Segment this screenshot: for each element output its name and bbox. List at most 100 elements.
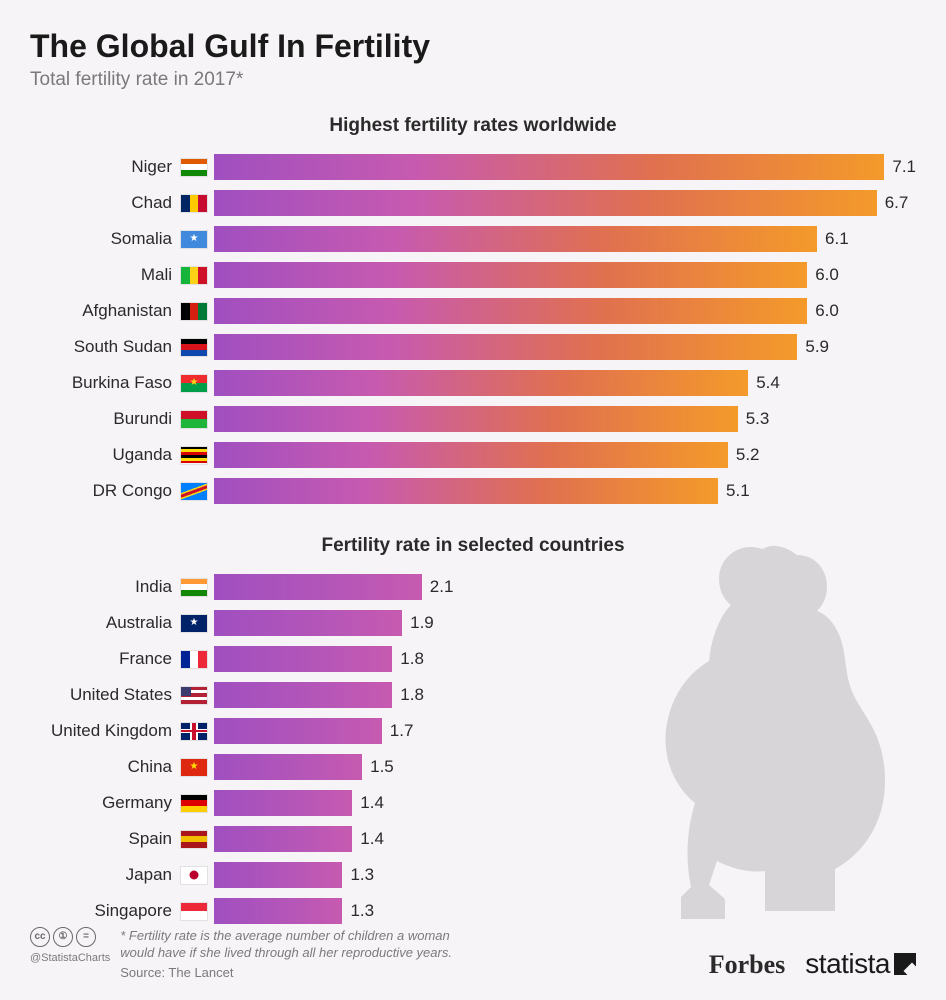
section2-title: Fertility rate in selected countries	[30, 535, 916, 557]
bar-label: Singapore	[30, 901, 180, 921]
flag-icon	[180, 194, 208, 213]
bar-value: 5.4	[756, 373, 780, 393]
flag-icon: ★	[180, 374, 208, 393]
bar-row: Japan 1.3	[30, 859, 916, 891]
bar-label: Somalia	[30, 229, 180, 249]
bar-value: 1.3	[350, 901, 374, 921]
bar	[214, 610, 402, 636]
bar-value: 1.3	[350, 865, 374, 885]
bar	[214, 334, 797, 360]
bar-label: Spain	[30, 829, 180, 849]
statista-logo: statista	[805, 948, 916, 980]
bar	[214, 442, 728, 468]
bar-row: Afghanistan6.0	[30, 295, 916, 327]
bar	[214, 754, 362, 780]
bar-label: France	[30, 649, 180, 669]
bar	[214, 574, 422, 600]
section1-title: Highest fertility rates worldwide	[30, 115, 916, 137]
bar-row: South Sudan 5.9	[30, 331, 916, 363]
flag-icon	[180, 866, 208, 885]
bar-value: 5.9	[805, 337, 829, 357]
chart-selected: Fertility rate in selected countries Ind…	[30, 535, 916, 927]
bar-value: 5.1	[726, 481, 750, 501]
bar-row: Uganda5.2	[30, 439, 916, 471]
bar	[214, 682, 392, 708]
flag-icon: ★	[180, 230, 208, 249]
bar-value: 1.4	[360, 829, 384, 849]
bar-row: Chad 6.7	[30, 187, 916, 219]
flag-icon	[180, 338, 208, 357]
bar-row: United Kingdom 1.7	[30, 715, 916, 747]
bar-row: United States1.8	[30, 679, 916, 711]
bar-row: Singapore 1.3	[30, 895, 916, 927]
bar	[214, 154, 884, 180]
bar-value: 1.7	[390, 721, 414, 741]
bar-value: 5.2	[736, 445, 760, 465]
bar-row: DR Congo5.1	[30, 475, 916, 507]
flag-icon	[180, 902, 208, 921]
bar-label: Burkina Faso	[30, 373, 180, 393]
by-icon: ①	[53, 927, 73, 947]
bar-row: Burundi 5.3	[30, 403, 916, 435]
flag-icon	[180, 302, 208, 321]
bar-label: United Kingdom	[30, 721, 180, 741]
flag-icon	[180, 722, 208, 741]
bar	[214, 898, 342, 924]
bar-value: 1.8	[400, 649, 424, 669]
bar-value: 1.5	[370, 757, 394, 777]
bar-value: 6.0	[815, 265, 839, 285]
bar-label: Mali	[30, 265, 180, 285]
flag-icon	[180, 158, 208, 177]
flag-icon	[180, 830, 208, 849]
bar	[214, 646, 392, 672]
cc-license-icons: cc ① = @StatistaCharts	[30, 927, 110, 964]
cc-handle: @StatistaCharts	[30, 952, 110, 964]
bar-label: Japan	[30, 865, 180, 885]
bar-label: South Sudan	[30, 337, 180, 357]
bar-row: China★ 1.5	[30, 751, 916, 783]
flag-icon: ★	[180, 758, 208, 777]
bar-label: Germany	[30, 793, 180, 813]
bar-label: China	[30, 757, 180, 777]
bar-row: Mali 6.0	[30, 259, 916, 291]
bar-value: 2.1	[430, 577, 454, 597]
bar	[214, 718, 382, 744]
flag-icon	[180, 446, 208, 465]
flag-icon	[180, 650, 208, 669]
statista-mark-icon	[894, 953, 916, 975]
bar-value: 6.1	[825, 229, 849, 249]
forbes-logo: Forbes	[709, 950, 786, 980]
bar-row: Spain 1.4	[30, 823, 916, 855]
bar-label: Niger	[30, 157, 180, 177]
bar-row: Burkina Faso★ 5.4	[30, 367, 916, 399]
bar	[214, 298, 807, 324]
bar	[214, 478, 718, 504]
bar-row: Niger7.1	[30, 151, 916, 183]
bar-label: India	[30, 577, 180, 597]
flag-icon	[180, 482, 208, 501]
source: Source: The Lancet	[120, 965, 480, 980]
flag-icon	[180, 794, 208, 813]
bar-value: 1.8	[400, 685, 424, 705]
bar	[214, 826, 352, 852]
bar-value: 6.7	[885, 193, 909, 213]
flag-icon: ★	[180, 614, 208, 633]
footer: cc ① = @StatistaCharts * Fertility rate …	[30, 927, 916, 980]
bar-label: Chad	[30, 193, 180, 213]
flag-icon	[180, 578, 208, 597]
bar-row: Germany 1.4	[30, 787, 916, 819]
chart-title: The Global Gulf In Fertility	[30, 28, 916, 65]
bar-value: 1.4	[360, 793, 384, 813]
bar-row: Somalia★ 6.1	[30, 223, 916, 255]
bar	[214, 262, 807, 288]
bar-value: 5.3	[746, 409, 770, 429]
bar-label: Burundi	[30, 409, 180, 429]
bar	[214, 190, 877, 216]
chart-subtitle: Total fertility rate in 2017*	[30, 69, 916, 91]
bar-row: France 1.8	[30, 643, 916, 675]
bar	[214, 406, 738, 432]
bar	[214, 226, 817, 252]
cc-icon: cc	[30, 927, 50, 947]
bar-value: 6.0	[815, 301, 839, 321]
footnote: * Fertility rate is the average number o…	[120, 927, 480, 962]
